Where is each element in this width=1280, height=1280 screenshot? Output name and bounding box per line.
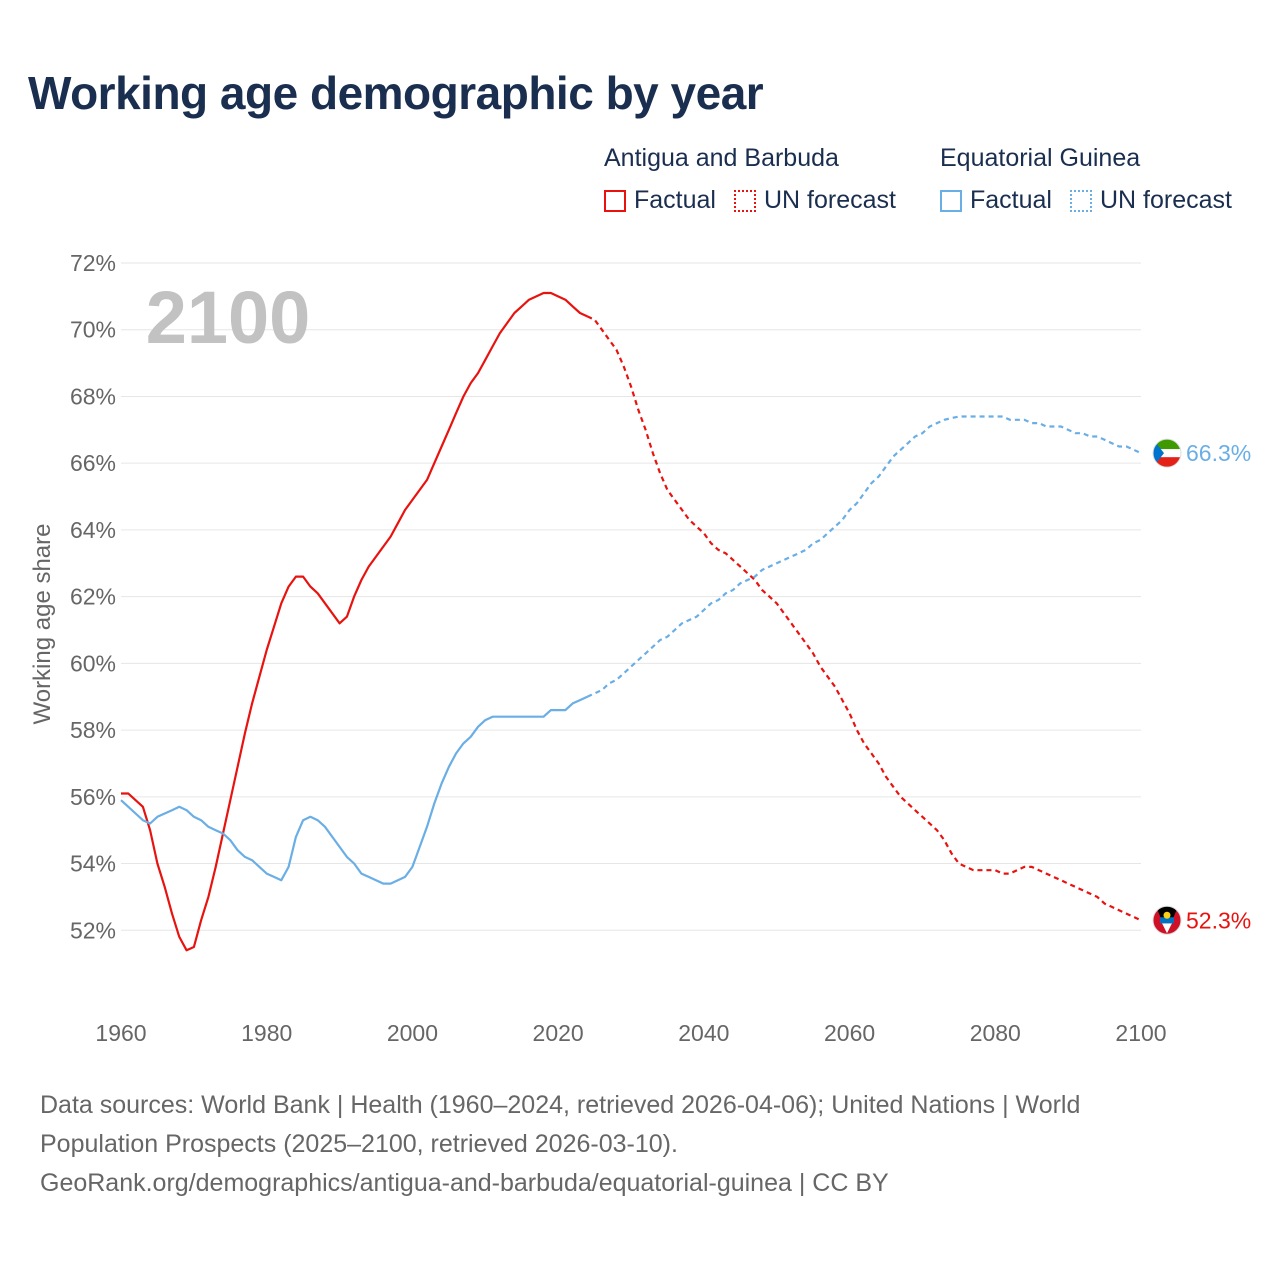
y-tick-label: 56% <box>70 784 116 810</box>
y-tick-label: 68% <box>70 383 116 409</box>
sources-line-1: Data sources: World Bank | Health (1960–… <box>40 1091 1081 1119</box>
chart-title: Working age demographic by year <box>28 67 764 119</box>
series-line-antigua-forecast[interactable] <box>586 315 1142 922</box>
y-tick-label: 60% <box>70 650 116 676</box>
x-tick-label: 1960 <box>95 1020 146 1046</box>
legend-swatch-dotted <box>1069 189 1092 212</box>
y-tick-label: 72% <box>70 250 116 276</box>
x-tick-label: 2080 <box>970 1020 1021 1046</box>
legend-eq-guinea-forecast[interactable]: UN forecast <box>1069 186 1232 215</box>
sources-link[interactable]: GeoRank.org/demographics/antigua-and-bar… <box>40 1169 889 1197</box>
end-value-label-antigua: 52.3% <box>1186 907 1251 933</box>
flag-marker-eq-guinea <box>1152 438 1182 468</box>
gridlines <box>121 262 1141 931</box>
y-tick-label: 70% <box>70 317 116 343</box>
x-tick-label: 2040 <box>678 1020 729 1046</box>
x-tick-label: 2060 <box>824 1020 875 1046</box>
legend-group-name: Equatorial Guinea <box>940 144 1141 172</box>
legend-swatch-solid <box>604 189 626 212</box>
series-end-markers: 52.3% 66.3% <box>1152 438 1251 935</box>
data-sources: Data sources: World Bank | Health (1960–… <box>40 1086 1240 1203</box>
flag-marker-antigua <box>1152 905 1182 935</box>
y-tick-label: 52% <box>70 917 116 943</box>
legend-group-name: Antigua and Barbuda <box>604 144 839 172</box>
x-tick-label: 2100 <box>1115 1020 1166 1046</box>
sources-line-2: Population Prospects (2025–2100, retriev… <box>40 1130 678 1158</box>
x-tick-label: 1980 <box>241 1020 292 1046</box>
year-watermark: 2100 <box>146 276 311 359</box>
y-tick-label: 58% <box>70 717 116 743</box>
y-tick-label: 64% <box>70 517 116 543</box>
series-line-antigua-factual[interactable] <box>121 291 588 952</box>
legend-eq-guinea-factual[interactable]: Factual <box>940 186 1052 215</box>
x-axis-ticks: 1960 1980 2000 2020 2040 2060 2080 2100 <box>95 1020 1166 1046</box>
line-chart: 2100 52% 54% 56% 58% 60% 62% 64% 66% 68% 70% 72% 1… <box>29 250 1251 1046</box>
y-axis-ticks: 52% 54% 56% 58% 60% 62% 64% 66% 68% 70% 72% <box>70 250 116 943</box>
x-tick-label: 2000 <box>387 1020 438 1046</box>
legend-item-label: UN forecast <box>763 186 896 214</box>
y-tick-label: 66% <box>70 450 116 476</box>
x-tick-label: 2020 <box>533 1020 584 1046</box>
legend-group-equatorial-guinea: Equatorial Guinea Factual UN forecast <box>940 144 1250 215</box>
legend-item-label: Factual <box>970 186 1052 214</box>
series-lines <box>120 291 1142 952</box>
y-axis-label: Working age share <box>29 524 56 725</box>
legend-item-label: UN forecast <box>1099 186 1232 214</box>
y-tick-label: 62% <box>70 584 116 610</box>
legend-item-label: Factual <box>634 186 716 214</box>
legend-antigua-factual[interactable]: Factual <box>604 186 716 215</box>
legend-antigua-forecast[interactable]: UN forecast <box>733 186 896 215</box>
end-value-label-eq-guinea: 66.3% <box>1186 440 1251 466</box>
legend-swatch-solid <box>940 189 962 212</box>
y-tick-label: 54% <box>70 851 116 877</box>
legend-swatch-dotted <box>733 189 756 212</box>
series-line-eq-guinea-forecast[interactable] <box>586 415 1142 698</box>
legend-group-antigua: Antigua and Barbuda Factual UN forecast <box>604 144 914 215</box>
series-line-eq-guinea-factual[interactable] <box>120 695 588 885</box>
